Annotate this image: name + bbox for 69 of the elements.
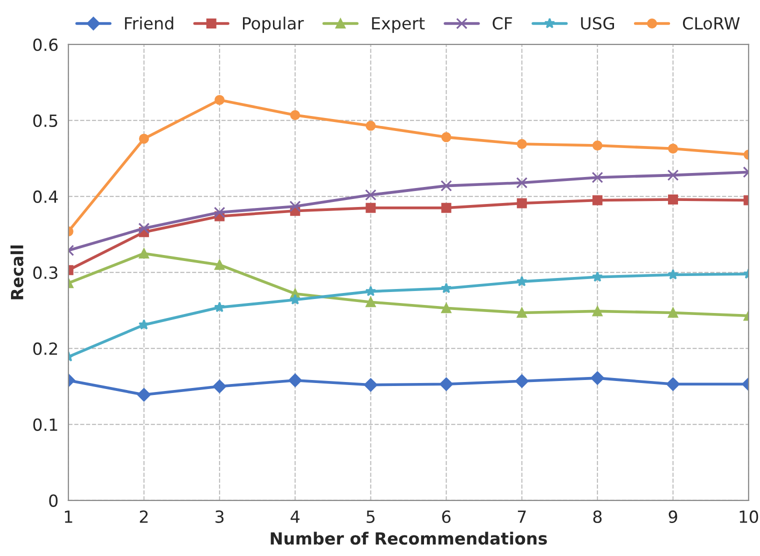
point — [289, 200, 301, 212]
point — [365, 189, 376, 201]
point — [516, 198, 527, 208]
point — [516, 308, 527, 318]
point — [516, 177, 528, 188]
point — [668, 144, 678, 154]
x-tick-label: 3 — [216, 510, 224, 524]
legend-label: CF — [492, 16, 512, 30]
point — [667, 169, 679, 181]
point — [214, 94, 225, 105]
point — [290, 110, 300, 120]
point — [440, 282, 452, 294]
y-tick-label: 0.6 — [33, 38, 58, 52]
point — [366, 202, 376, 213]
x-tick-label: 1 — [64, 510, 72, 523]
point — [592, 140, 602, 151]
legend-label: CLoRW — [682, 16, 740, 30]
point — [516, 276, 528, 286]
point — [288, 374, 302, 388]
point — [441, 132, 452, 142]
point — [666, 377, 680, 391]
x-tick-label: 6 — [442, 510, 451, 524]
y-tick-label: 0.5 — [33, 114, 58, 128]
x-tick-label: 7 — [518, 510, 526, 523]
x-tick-label: 8 — [593, 510, 602, 524]
point — [590, 371, 604, 385]
point — [668, 308, 678, 318]
point — [440, 377, 454, 391]
point — [138, 134, 149, 144]
y-tick-label: 0 — [49, 494, 58, 507]
point — [592, 172, 604, 184]
point — [138, 248, 149, 258]
point — [668, 269, 678, 280]
x-tick-label: 4 — [290, 510, 300, 523]
x-tick-label: 2 — [140, 510, 148, 523]
point — [214, 302, 226, 312]
point — [290, 294, 301, 305]
legend-label: Expert — [372, 17, 425, 33]
point — [441, 202, 452, 213]
point — [212, 380, 226, 394]
point — [138, 222, 150, 234]
point — [668, 194, 678, 204]
point — [592, 195, 602, 206]
point — [592, 271, 603, 282]
y-tick-label: 0.2 — [33, 342, 58, 355]
x-tick-label: 9 — [668, 510, 678, 524]
point — [440, 180, 452, 192]
y-axis-title: Recall — [10, 245, 24, 300]
point — [365, 286, 376, 296]
point — [516, 139, 527, 150]
point — [214, 206, 226, 218]
point — [441, 303, 452, 314]
y-tick-label: 0.3 — [33, 266, 58, 280]
x-tick-label: 5 — [366, 510, 375, 524]
point — [364, 378, 378, 392]
x-tick-label: 10 — [740, 510, 758, 524]
point — [366, 297, 376, 308]
legend-label: Friend — [125, 16, 174, 30]
point — [515, 374, 529, 388]
legend-label: USG — [581, 16, 614, 30]
point — [214, 260, 225, 270]
point — [138, 319, 150, 330]
point — [366, 120, 376, 131]
x-axis-title: Number of Recommendations — [270, 532, 547, 545]
point — [137, 388, 151, 402]
y-tick-label: 0.1 — [33, 418, 58, 431]
y-tick-label: 0.4 — [33, 190, 58, 204]
point — [592, 306, 602, 316]
legend-label: Popular — [242, 16, 304, 33]
